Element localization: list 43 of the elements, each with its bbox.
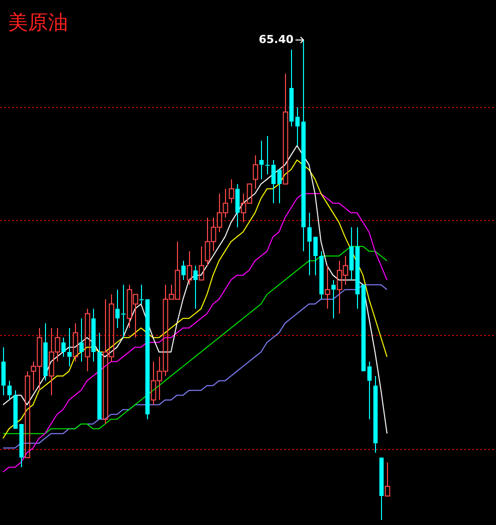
chart-title: 美原油	[8, 9, 68, 36]
candlestick	[349, 226, 354, 280]
candlestick	[145, 299, 150, 420]
candlestick	[295, 106, 300, 146]
candlestick	[72, 322, 78, 362]
candlestick	[7, 380, 12, 400]
candlestick	[235, 184, 240, 228]
candlestick	[319, 250, 324, 300]
candlestick	[379, 458, 384, 520]
candlestick	[181, 260, 186, 280]
candlestick	[43, 322, 48, 382]
candlestick	[198, 246, 204, 280]
candlestick	[384, 462, 390, 496]
candlestick	[228, 178, 234, 204]
candlestick	[13, 390, 18, 429]
candlestick	[324, 265, 330, 310]
candlestick	[252, 154, 258, 190]
candlestick	[121, 284, 126, 338]
candlestick	[1, 346, 6, 396]
candlestick	[115, 289, 120, 328]
candlestick	[61, 337, 66, 358]
candlestick	[67, 328, 72, 367]
candlestick	[91, 308, 96, 362]
candlestick	[289, 49, 294, 127]
candlestick	[139, 284, 144, 304]
candlestick	[193, 265, 198, 310]
candlestick	[282, 73, 288, 184]
candlestick	[186, 250, 192, 286]
candlestick	[265, 136, 270, 175]
candlestick	[355, 226, 360, 310]
candlestick	[84, 308, 90, 372]
candlestick	[277, 170, 282, 204]
candlestick	[79, 318, 84, 362]
candlestick	[301, 40, 306, 252]
annotation: 65.40	[258, 32, 294, 46]
candlestick	[97, 332, 102, 420]
candlestick	[259, 140, 264, 180]
candlestick	[24, 370, 30, 458]
candlestick	[307, 212, 312, 276]
candlestick	[271, 160, 276, 204]
candlestick	[367, 361, 372, 420]
candlestick	[373, 376, 378, 454]
candlestick	[313, 236, 318, 276]
